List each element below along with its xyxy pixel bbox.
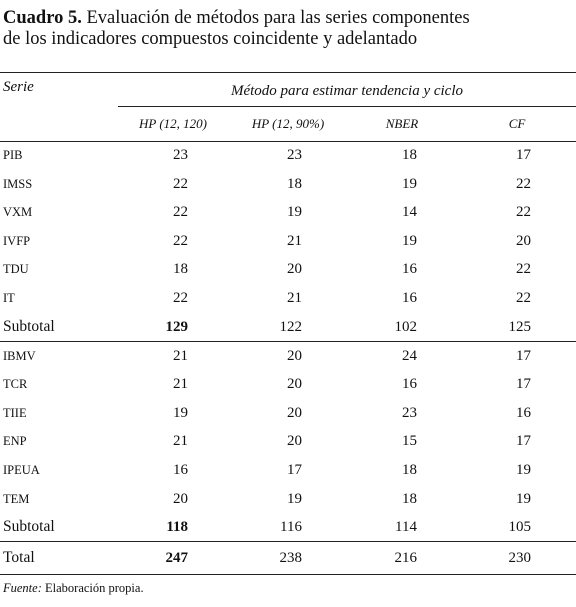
cell-value: 17 (516, 376, 531, 393)
subtotal-label: Subtotal (3, 317, 55, 335)
cell-value: 125 (508, 318, 532, 335)
row-header: Serie (3, 79, 34, 95)
row-label: TIIE (3, 405, 27, 420)
cell-value: 22 (516, 261, 531, 278)
rule (0, 541, 576, 543)
cell-value: 105 (508, 519, 532, 536)
cell-value: 230 (508, 550, 532, 567)
cell-value: 19 (287, 204, 302, 221)
cell-value: 116 (280, 519, 302, 536)
cell-value: 20 (287, 376, 302, 393)
cell-value: 216 (394, 550, 418, 567)
cell-value: 19 (516, 462, 531, 478)
cell-value: 21 (287, 232, 302, 249)
title-label: Cuadro 5. (3, 8, 82, 28)
footnote-label: Fuente: (3, 581, 42, 596)
cell-value: 23 (287, 147, 302, 163)
cell-value: 22 (173, 290, 188, 306)
cell-value: 16 (516, 404, 531, 421)
cell-value: 17 (516, 147, 531, 163)
cell-value: 102 (394, 318, 418, 335)
row-label: IPEUA (3, 463, 40, 477)
cell-value: 20 (287, 433, 302, 450)
cell-value: 20 (287, 404, 302, 421)
cell-value: 18 (402, 147, 417, 163)
row-label: IBMV (3, 348, 36, 363)
rule (0, 72, 576, 73)
cell-value: 238 (279, 550, 303, 567)
row-label: IVFP (3, 233, 31, 248)
title-text: Evaluación de métodos para las series co… (86, 8, 470, 28)
cell-value: 17 (516, 347, 531, 364)
cell-value: 20 (287, 347, 302, 364)
column-header: NBER (385, 116, 419, 131)
column-header: HP (12, 90%) (251, 116, 325, 131)
cell-value: 22 (173, 232, 188, 249)
cell-value: 17 (516, 433, 531, 450)
row-label: VXM (3, 205, 33, 220)
cell-value: 129 (165, 318, 189, 335)
cell-value: 122 (279, 318, 303, 335)
cell-value: 22 (516, 290, 531, 306)
cell-value: 20 (516, 232, 531, 249)
cell-value: 16 (173, 462, 188, 478)
cell-value: 20 (287, 261, 302, 278)
column-header: HP (12, 120) (138, 116, 207, 131)
cell-value: 21 (173, 433, 188, 450)
cell-value: 19 (402, 175, 417, 192)
cell-value: 23 (173, 147, 188, 163)
cell-value: 14 (402, 204, 417, 221)
cell-value: 18 (173, 261, 188, 278)
cell-value: 17 (287, 462, 302, 478)
footnote: Fuente: Elaboración propia. (3, 579, 144, 597)
row-label: PIB (3, 148, 23, 162)
row-label: TEM (3, 491, 30, 506)
column-header: CF (508, 116, 526, 131)
cell-value: 19 (516, 490, 531, 507)
cell-value: 21 (173, 376, 188, 393)
cell-value: 18 (402, 462, 417, 478)
cell-value: 19 (173, 404, 188, 421)
cell-value: 16 (402, 290, 417, 306)
row-label: IT (3, 291, 15, 305)
cell-value: 24 (402, 347, 417, 364)
cell-value: 18 (287, 175, 302, 192)
rule (0, 340, 576, 342)
group-header: Método para estimar tendencia y ciclo (230, 83, 464, 99)
cell-value: 22 (173, 204, 188, 221)
rule (0, 574, 576, 576)
rule (118, 106, 576, 107)
cell-value: 21 (173, 347, 188, 364)
row-label: TCR (3, 377, 28, 392)
cell-value: 247 (165, 550, 189, 567)
title-line: de los indicadores compuestos coincident… (3, 29, 418, 49)
subtotal-label: Subtotal (3, 518, 55, 536)
cell-value: 22 (516, 175, 531, 192)
cell-value: 19 (402, 232, 417, 249)
row-label: TDU (3, 262, 29, 277)
rule (0, 141, 576, 142)
cell-value: 22 (516, 204, 531, 221)
cell-value: 118 (166, 519, 188, 536)
row-label: ENP (3, 434, 27, 449)
cell-value: 21 (287, 290, 302, 306)
total-label: Total (3, 549, 35, 567)
row-label: IMSS (3, 176, 33, 191)
footnote-text: Elaboración propia. (45, 581, 144, 596)
cell-value: 18 (402, 490, 417, 507)
cell-value: 20 (173, 490, 188, 507)
cell-value: 22 (173, 175, 188, 192)
title-line: Cuadro 5. Evaluación de métodos para las… (3, 8, 470, 29)
cell-value: 114 (395, 519, 417, 536)
cell-value: 19 (287, 490, 302, 507)
cell-value: 23 (402, 404, 417, 421)
cell-value: 16 (402, 261, 417, 278)
cell-value: 16 (402, 376, 417, 393)
cell-value: 15 (402, 433, 417, 450)
